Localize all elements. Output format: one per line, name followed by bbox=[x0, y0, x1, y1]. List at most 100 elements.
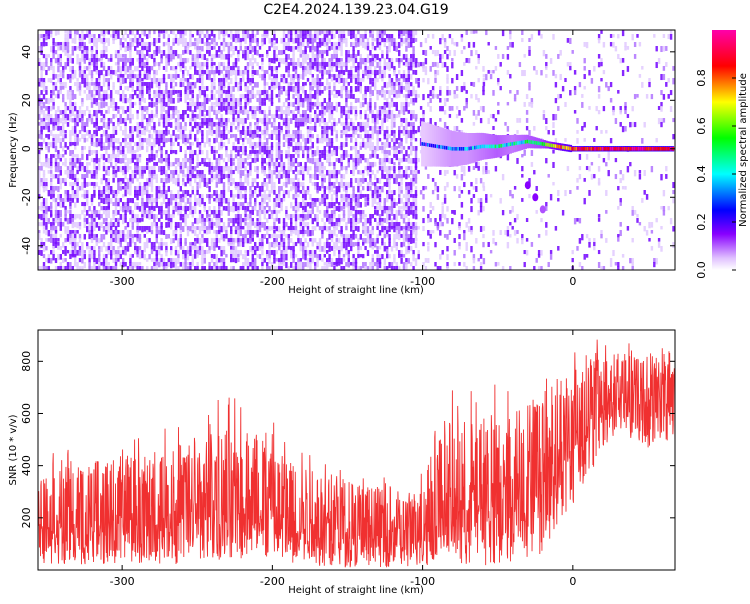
noise-cell bbox=[203, 206, 206, 212]
noise-cell bbox=[102, 46, 106, 52]
noise-cell bbox=[194, 210, 197, 215]
noise-cell bbox=[158, 194, 161, 200]
noise-cell bbox=[287, 190, 290, 196]
noise-cell bbox=[62, 266, 65, 270]
noise-cell bbox=[342, 206, 346, 210]
noise-cell bbox=[230, 254, 233, 259]
noise-cell bbox=[366, 46, 370, 51]
noise-cell bbox=[105, 206, 108, 212]
noise-cell bbox=[306, 210, 310, 216]
noise-cell bbox=[222, 30, 226, 37]
noise-cell bbox=[88, 262, 91, 269]
noise-cell bbox=[357, 202, 360, 208]
noise-cell bbox=[160, 166, 163, 171]
noise-cell bbox=[165, 114, 168, 119]
noise-cell bbox=[263, 150, 266, 155]
noise-cell bbox=[256, 218, 259, 222]
noise-cell bbox=[254, 158, 257, 164]
noise-cell bbox=[244, 50, 247, 55]
noise-cell bbox=[83, 82, 86, 88]
noise-cell bbox=[189, 66, 192, 70]
noise-cell bbox=[366, 250, 370, 257]
noise-cell bbox=[172, 130, 175, 136]
noise-cell bbox=[134, 162, 137, 166]
noise-cell bbox=[263, 182, 266, 187]
noise-cell bbox=[220, 142, 223, 149]
noise-cell bbox=[206, 242, 209, 247]
noise-cell bbox=[64, 214, 67, 221]
noise-cell bbox=[150, 126, 154, 130]
noise-cell bbox=[184, 254, 187, 260]
noise-cell bbox=[107, 58, 110, 62]
noise-cell bbox=[244, 254, 247, 260]
noise-cell bbox=[249, 162, 252, 167]
noise-cell bbox=[347, 238, 350, 244]
noise-cell bbox=[45, 178, 48, 182]
noise-cell bbox=[179, 134, 182, 140]
noise-cell bbox=[333, 126, 336, 132]
noise-cell bbox=[266, 82, 269, 86]
noise-cell bbox=[100, 234, 103, 239]
noise-cell bbox=[162, 138, 166, 144]
noise-cell bbox=[155, 154, 158, 158]
noise-cell bbox=[177, 118, 180, 122]
noise-cell bbox=[246, 230, 250, 235]
noise-cell bbox=[316, 222, 319, 227]
noise-cell bbox=[50, 174, 53, 178]
noise-cell bbox=[239, 106, 242, 111]
noise-cell bbox=[126, 34, 130, 39]
noise-cell bbox=[52, 190, 55, 197]
noise-cell bbox=[215, 130, 218, 136]
noise-cell bbox=[191, 258, 194, 264]
noise-cell bbox=[184, 138, 187, 143]
noise-cell bbox=[146, 190, 149, 196]
noise-cell bbox=[258, 134, 262, 139]
noise-cell bbox=[45, 222, 48, 227]
noise-cell bbox=[100, 154, 103, 160]
noise-cell bbox=[297, 42, 300, 49]
noise-cell bbox=[167, 34, 170, 39]
noise-cell bbox=[57, 150, 60, 155]
noise-cell bbox=[266, 126, 269, 132]
noise-cell bbox=[316, 214, 319, 220]
noise-cell bbox=[129, 98, 132, 102]
noise-cell bbox=[165, 122, 168, 129]
noise-cell bbox=[71, 58, 74, 64]
noise-cell bbox=[352, 134, 355, 138]
noise-cell bbox=[174, 110, 178, 116]
noise-cell bbox=[129, 186, 132, 190]
noise-cell bbox=[294, 230, 298, 236]
noise-cell bbox=[184, 30, 187, 36]
noise-cell bbox=[239, 130, 242, 136]
noise-cell bbox=[352, 62, 355, 69]
noise-cell bbox=[62, 134, 65, 140]
noise-cell bbox=[270, 226, 274, 231]
noise-cell bbox=[107, 126, 110, 130]
noise-cell bbox=[225, 122, 228, 129]
noise-cell bbox=[254, 126, 257, 131]
noise-cell bbox=[45, 62, 48, 67]
noise-cell bbox=[206, 138, 209, 144]
noise-cell bbox=[160, 54, 163, 60]
noise-cell bbox=[189, 150, 192, 156]
noise-cell bbox=[141, 66, 144, 72]
noise-cell bbox=[141, 254, 144, 259]
noise-cell bbox=[40, 42, 43, 48]
noise-cell bbox=[196, 46, 199, 52]
noise-cell bbox=[306, 146, 310, 152]
noise-cell bbox=[366, 74, 370, 80]
noise-cell bbox=[155, 106, 158, 112]
noise-cell bbox=[213, 262, 216, 268]
noise-cell bbox=[242, 158, 245, 163]
noise-cell bbox=[215, 162, 218, 168]
noise-cell bbox=[340, 94, 343, 99]
noise-cell bbox=[155, 198, 158, 203]
noise-cell bbox=[136, 218, 139, 224]
noise-cell bbox=[359, 34, 362, 39]
noise-cell bbox=[167, 166, 170, 171]
noise-cell bbox=[302, 150, 305, 156]
noise-cell bbox=[263, 126, 266, 132]
noise-cell bbox=[302, 198, 305, 204]
noise-cell bbox=[215, 230, 218, 237]
noise-cell bbox=[129, 38, 132, 42]
